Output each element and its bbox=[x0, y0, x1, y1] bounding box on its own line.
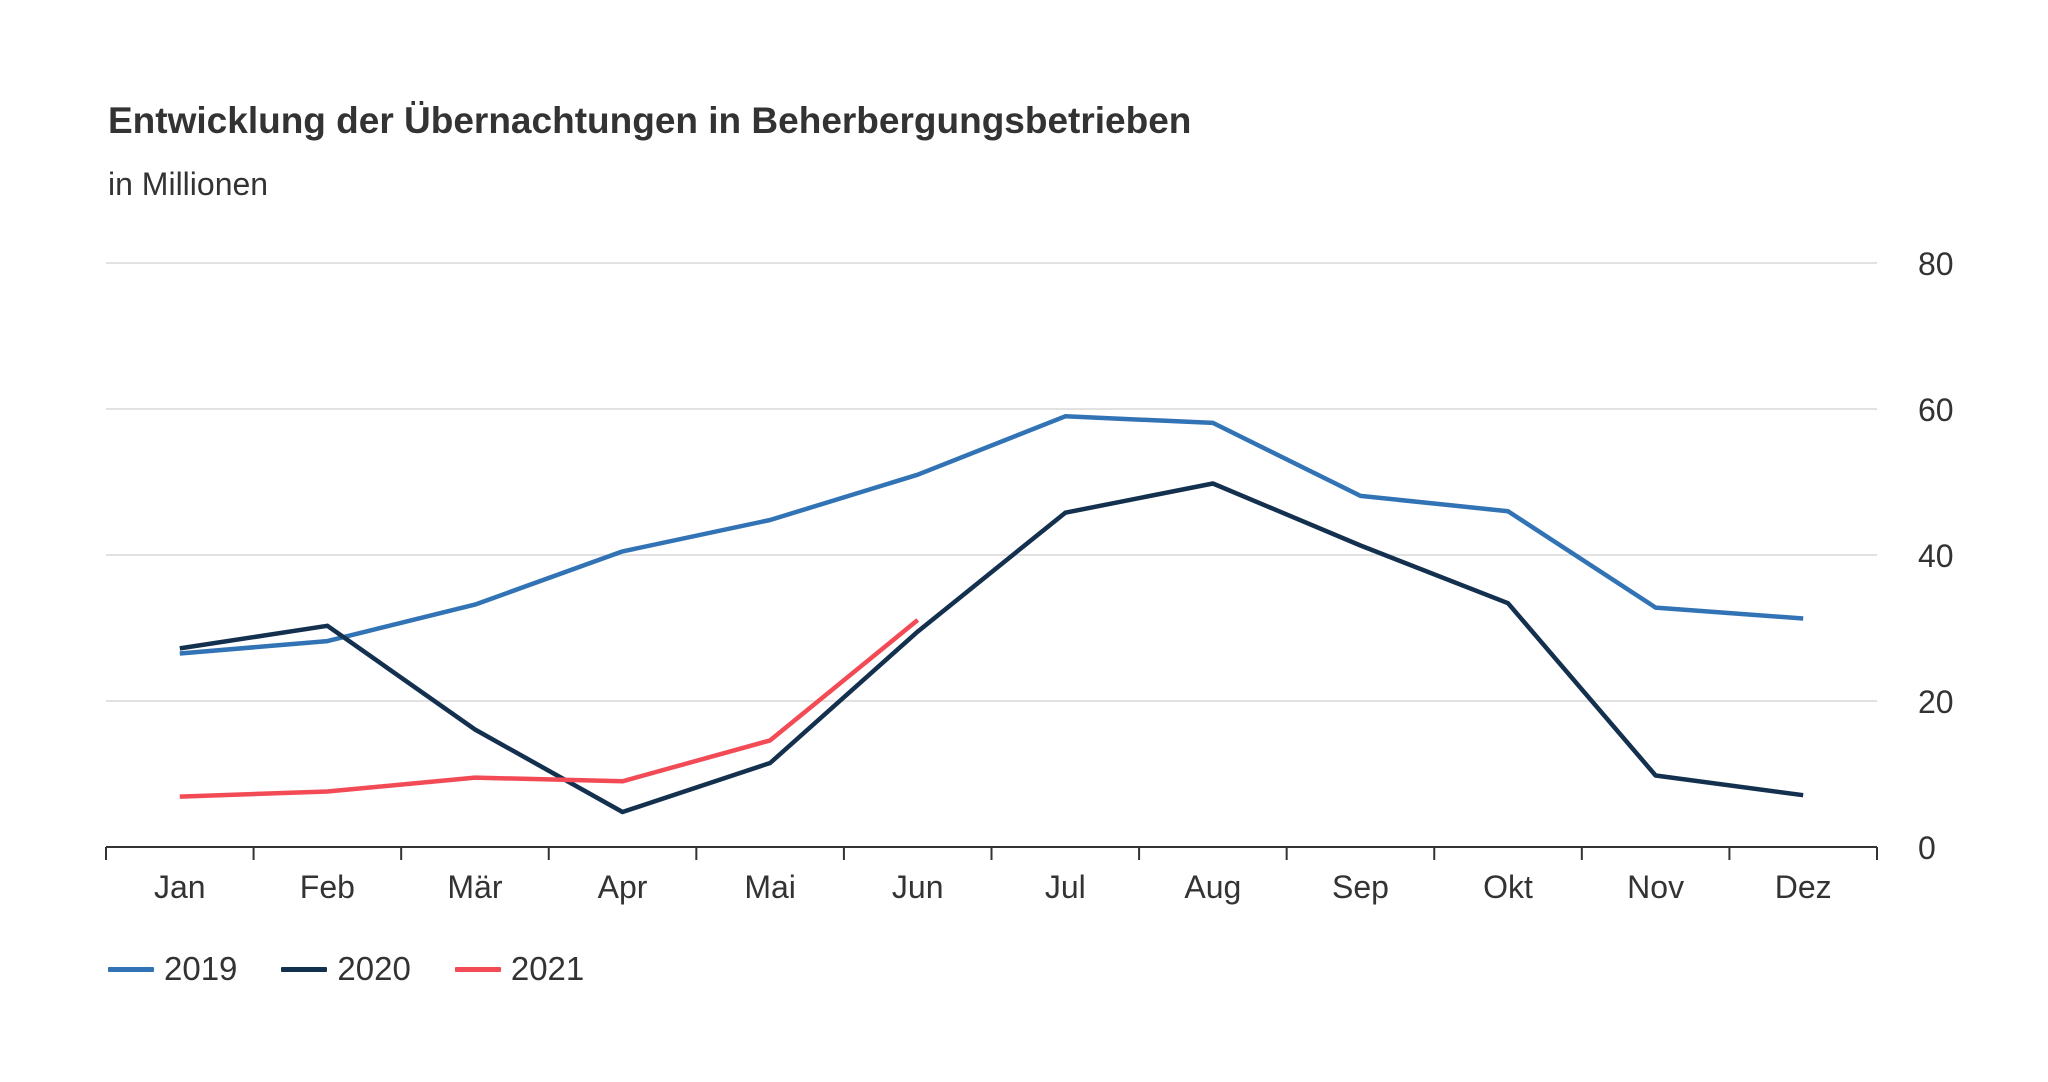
chart-title: Entwicklung der Übernachtungen in Beherb… bbox=[108, 100, 1192, 141]
series-lines bbox=[179, 414, 1804, 815]
x-tick-label: Mär bbox=[447, 869, 502, 905]
series-line-2019 bbox=[179, 414, 1804, 656]
legend: 2019 2020 2021 bbox=[108, 950, 628, 988]
y-tick-label: 20 bbox=[1918, 684, 1954, 720]
x-tick-label: Jun bbox=[892, 869, 944, 905]
series-line-2020 bbox=[179, 481, 1804, 815]
y-axis-ticks: 0 20 40 60 80 bbox=[1918, 246, 1954, 866]
legend-item-2020[interactable]: 2020 bbox=[281, 950, 411, 988]
x-tick-label: Apr bbox=[598, 869, 648, 905]
x-tick-label: Mai bbox=[744, 869, 796, 905]
x-tick-label: Jul bbox=[1045, 869, 1086, 905]
x-tick-label: Okt bbox=[1483, 869, 1533, 905]
y-tick-label: 60 bbox=[1918, 392, 1954, 428]
y-tick-label: 40 bbox=[1918, 538, 1954, 574]
legend-label: 2019 bbox=[164, 950, 238, 987]
x-tick-label: Jan bbox=[154, 869, 206, 905]
y-tick-label: 0 bbox=[1918, 830, 1936, 866]
x-tick-label: Feb bbox=[300, 869, 355, 905]
x-axis: Jan Feb Mär Apr Mai Jun Jul Aug Sep Okt Nov Dez bbox=[105, 846, 1878, 905]
chart-subtitle: in Millionen bbox=[108, 166, 269, 202]
x-tick-label: Aug bbox=[1184, 869, 1241, 905]
x-tick-label: Nov bbox=[1627, 869, 1684, 905]
gridlines bbox=[106, 262, 1877, 702]
legend-swatch bbox=[108, 966, 154, 972]
legend-swatch bbox=[454, 966, 501, 972]
legend-label: 2020 bbox=[337, 950, 411, 987]
x-tick-label: Sep bbox=[1332, 869, 1389, 905]
legend-item-2019[interactable]: 2019 bbox=[108, 950, 237, 988]
legend-item-2021[interactable]: 2021 bbox=[454, 950, 585, 988]
legend-label: 2021 bbox=[510, 950, 585, 987]
x-tick-label: Dez bbox=[1775, 869, 1832, 905]
series-line-2021 bbox=[179, 618, 920, 799]
y-tick-label: 80 bbox=[1918, 246, 1954, 282]
legend-swatch bbox=[281, 966, 328, 972]
